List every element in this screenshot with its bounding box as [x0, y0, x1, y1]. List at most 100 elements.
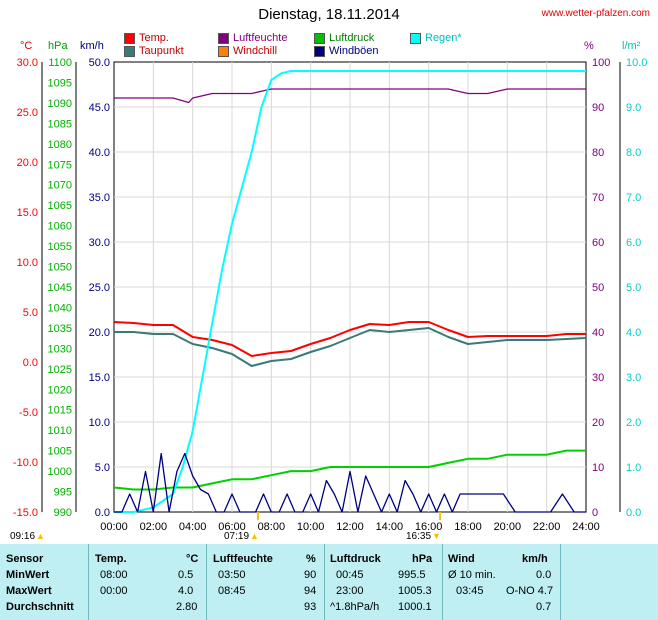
stats-temp-value: 0.5 [178, 569, 194, 581]
sunset-icon: ▼ [432, 531, 441, 541]
pressure-axis-tick-label: 1060 [48, 221, 72, 233]
stats-humidity-time: 08:45 [218, 585, 246, 597]
legend-gusts-swatch [314, 45, 325, 57]
stats-pressure-value: 1000.1 [398, 601, 432, 613]
rain-axis-tick-label: 5.0 [626, 282, 641, 294]
stats-col-humidity [206, 544, 325, 620]
rain-axis-tick-label: 9.0 [626, 102, 641, 114]
pressure-axis-tick-label: 1040 [48, 302, 72, 314]
x-tick-label: 18:00 [454, 521, 482, 533]
stats-row-label: MinWert [6, 569, 50, 581]
pressure-axis-tick-label: 995 [54, 487, 72, 499]
wind-axis-tick-label: 15.0 [89, 372, 110, 384]
series-line-temp [113, 321, 586, 357]
website-link[interactable]: www.wetter-pfalzen.com [541, 8, 650, 19]
stats-humidity-value: 93 [304, 601, 317, 613]
legend-pressure-label: Luftdruck [329, 32, 375, 44]
pressure-axis-tick-label: 1050 [48, 262, 72, 274]
pressure-axis-tick-label: 1035 [48, 323, 72, 335]
temp-unit: °C [20, 40, 33, 52]
series-line-luftfeuchte [114, 88, 586, 104]
humidity-axis-tick-label: 70 [592, 192, 604, 204]
legend-temp-label: Temp. [139, 32, 169, 44]
rain-unit: l/m² [622, 40, 641, 52]
legend-dewpoint-swatch [124, 45, 135, 57]
x-tick-label: 16:00 [415, 521, 443, 533]
wind-axis-tick-label: 5.0 [95, 462, 110, 474]
rain-axis-tick-label: 10.0 [626, 57, 647, 69]
x-tick-label: 00:00 [100, 521, 128, 533]
legend-dewpoint: Taupunkt [124, 45, 184, 57]
sunset-marker: 16:35▼ [406, 531, 441, 542]
temp-axis-tick-label: -10.0 [13, 457, 38, 469]
humidity-axis-tick-label: 0 [592, 507, 598, 519]
temp-axis-tick-label: -5.0 [19, 407, 38, 419]
rain-axis-tick-label: 1.0 [626, 462, 641, 474]
rain-axis-tick-label: 6.0 [626, 237, 641, 249]
stats-pressure-time: 23:00 [336, 585, 364, 597]
pressure-axis-tick-label: 1055 [48, 241, 72, 253]
pressure-axis-tick-label: 1045 [48, 282, 72, 294]
rain-axis-tick-label: 4.0 [626, 327, 641, 339]
x-tick-label: 14:00 [376, 521, 404, 533]
stats-col-wind [442, 544, 561, 620]
stats-pressure-time: 00:45 [336, 569, 364, 581]
stats-header-sensor: Sensor [6, 553, 44, 565]
stats-panel: Sensor Temp. °C Luftfeuchte % Luftdruck … [0, 544, 658, 620]
temp-axis-tick-label: 30.0 [17, 57, 38, 69]
pressure-unit: hPa [48, 40, 68, 52]
rain-axis-tick-label: 2.0 [626, 417, 641, 429]
pressure-axis-tick-label: 1010 [48, 425, 72, 437]
legend-gusts-label: Windböen [329, 45, 379, 57]
legend-temp-swatch [124, 32, 135, 44]
temp-axis-tick-label: 10.0 [17, 257, 38, 269]
wind-axis-tick-label: 10.0 [89, 417, 110, 429]
humidity-axis-tick-label: 60 [592, 237, 604, 249]
pressure-axis-tick-label: 1080 [48, 139, 72, 151]
stats-row-label: MaxWert [6, 585, 52, 597]
humidity-axis-tick-label: 10 [592, 462, 604, 474]
chart-title: Dienstag, 18.11.2014 [258, 6, 400, 23]
stats-pressure-trend: ^1.8hPa/h [330, 601, 380, 613]
pressure-axis-tick-label: 1015 [48, 405, 72, 417]
stats-temp-value: 4.0 [178, 585, 194, 597]
sun-icon: ▲ [36, 531, 45, 541]
legend-temp: Temp. [124, 32, 169, 44]
series-line-regen [114, 70, 586, 513]
legend-windchill-swatch [218, 45, 229, 57]
stats-humidity-value: 90 [304, 569, 317, 581]
x-tick-label: 08:00 [258, 521, 286, 533]
temp-axis-tick-label: 20.0 [17, 157, 38, 169]
legend-windchill-label: Windchill [233, 45, 278, 57]
pressure-axis-tick-label: 1020 [48, 384, 72, 396]
stats-temp-time: 08:00 [100, 569, 128, 581]
wind-axis-tick-label: 50.0 [89, 57, 110, 69]
pressure-axis-tick-label: 1030 [48, 343, 72, 355]
rain-axis-tick-label: 0.0 [626, 507, 641, 519]
stats-row-label: Durchschnitt [6, 601, 74, 613]
stats-header-humidity-unit: % [306, 553, 316, 565]
x-tick-label: 04:00 [179, 521, 207, 533]
sunset-time: 16:35 [406, 531, 432, 542]
pressure-axis-tick-label: 1090 [48, 98, 72, 110]
pressure-axis-tick-label: 1065 [48, 200, 72, 212]
pressure-axis-tick-label: 1075 [48, 159, 72, 171]
x-tick-label: 12:00 [336, 521, 364, 533]
x-tick-label: 20:00 [494, 521, 522, 533]
stats-col-pressure [324, 544, 443, 620]
stats-pressure-value: 995.5 [398, 569, 426, 581]
x-tick-label: 24:00 [572, 521, 600, 533]
rain-axis-tick-label: 7.0 [626, 192, 641, 204]
pressure-axis-tick-label: 1005 [48, 446, 72, 458]
humidity-unit: % [584, 40, 594, 52]
stats-wind-time: 03:45 [456, 585, 484, 597]
legend-humidity: Luftfeuchte [218, 32, 287, 44]
legend-rain-swatch [410, 32, 421, 44]
pressure-axis-tick-label: 1000 [48, 466, 72, 478]
legend-dewpoint-label: Taupunkt [139, 45, 184, 57]
legend-gusts: Windböen [314, 45, 379, 57]
x-tick-label: 10:00 [297, 521, 325, 533]
wind-axis-tick-label: 20.0 [89, 327, 110, 339]
legend-windchill: Windchill [218, 45, 277, 57]
stats-wind-value: 0.0 [536, 569, 552, 581]
